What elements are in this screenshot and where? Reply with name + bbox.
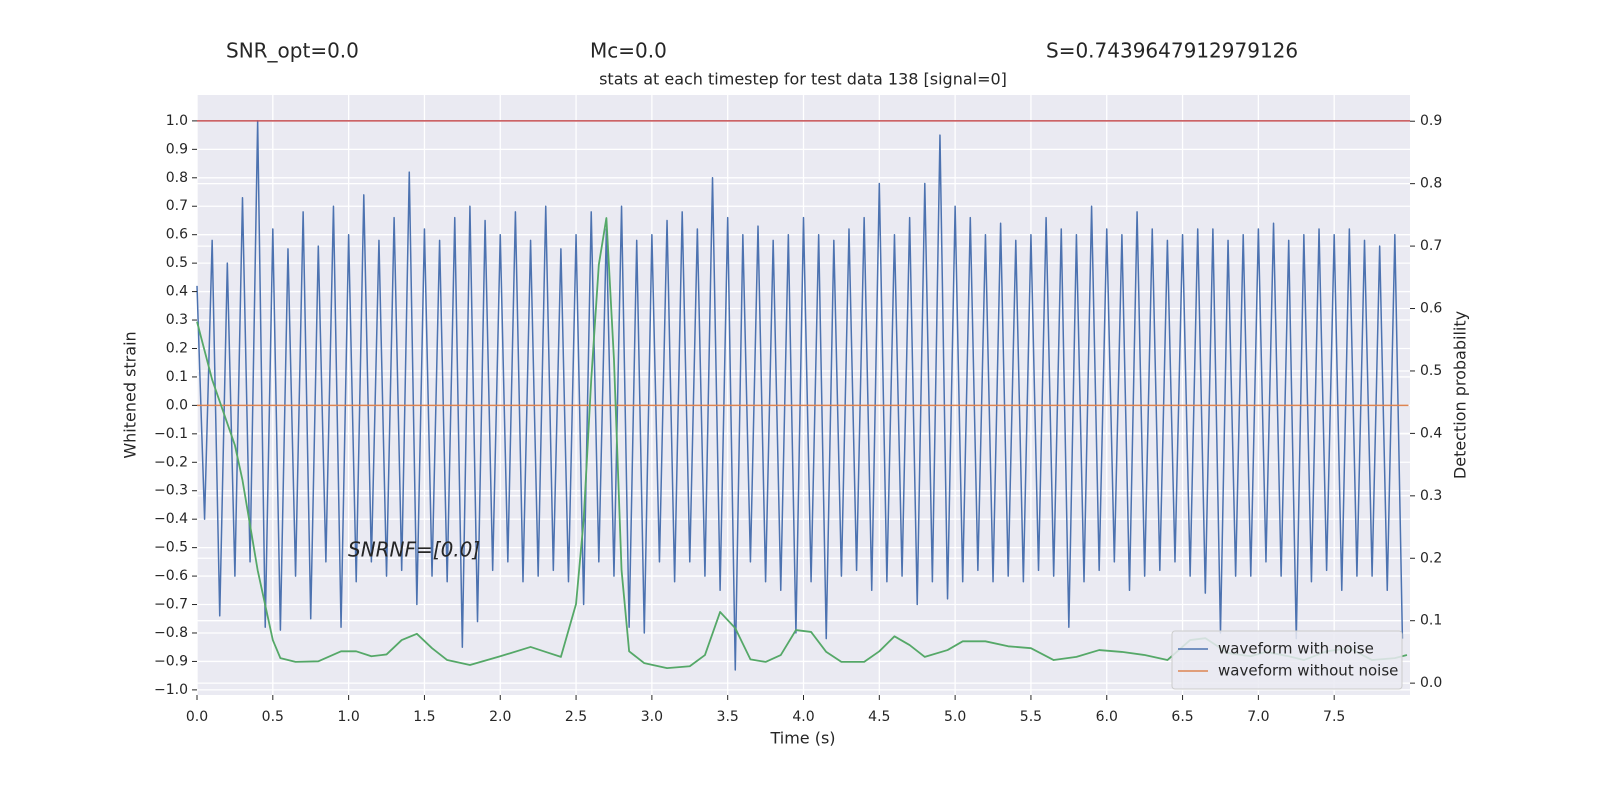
header-text: Mc=0.0 xyxy=(590,39,667,63)
y-tick-label: −0.8 xyxy=(154,625,188,641)
y2-axis-label: Detection probability xyxy=(1451,311,1470,479)
y-tick-label: 0.5 xyxy=(166,255,188,271)
x-tick-label: 6.5 xyxy=(1171,709,1193,725)
y-tick-label: −0.1 xyxy=(154,426,188,442)
x-tick-label: 5.0 xyxy=(944,709,966,725)
legend-label: waveform without noise xyxy=(1218,662,1398,680)
x-tick-label: 6.0 xyxy=(1096,709,1118,725)
y2-tick-label: 0.6 xyxy=(1420,301,1442,317)
y-tick-label: 0.3 xyxy=(166,312,188,328)
y2-tick-label: 0.9 xyxy=(1420,113,1442,129)
y-tick-label: −0.2 xyxy=(154,454,188,470)
x-tick-label: 1.0 xyxy=(337,709,359,725)
y-tick-label: −0.4 xyxy=(154,511,188,527)
x-tick-label: 4.5 xyxy=(868,709,890,725)
legend-label: waveform with noise xyxy=(1218,640,1374,658)
x-tick-label: 5.5 xyxy=(1020,709,1042,725)
y-tick-label: 0.0 xyxy=(166,397,188,413)
x-tick-label: 2.5 xyxy=(565,709,587,725)
y-tick-label: 0.7 xyxy=(166,198,188,214)
legend-box xyxy=(1171,630,1403,690)
y2-tick-label: 0.0 xyxy=(1420,675,1442,691)
header-text: SNR_opt=0.0 xyxy=(226,39,359,63)
x-tick-label: 0.5 xyxy=(262,709,284,725)
y2-tick-label: 0.7 xyxy=(1420,238,1442,254)
legend: waveform with noise waveform without nois… xyxy=(1171,630,1403,690)
y-tick-label: 0.1 xyxy=(166,369,188,385)
y2-tick-label: 0.5 xyxy=(1420,363,1442,379)
x-tick-label: 3.5 xyxy=(717,709,739,725)
y-tick-label: 0.2 xyxy=(166,340,188,356)
y-tick-label: −0.3 xyxy=(154,483,188,499)
y-tick-label: 0.9 xyxy=(166,141,188,157)
series-line xyxy=(196,120,1404,671)
y2-tick-label: 0.8 xyxy=(1420,176,1442,192)
y2-tick-label: 0.4 xyxy=(1420,425,1442,441)
chart-title: stats at each timestep for test data 138… xyxy=(599,70,1007,89)
x-tick-label: 3.0 xyxy=(641,709,663,725)
y2-tick-label: 0.1 xyxy=(1420,613,1442,629)
y-tick-label: 0.4 xyxy=(166,284,188,300)
x-tick-label: 0.0 xyxy=(186,709,208,725)
y-axis-label: Whitened strain xyxy=(121,331,140,458)
x-tick-label: 7.0 xyxy=(1247,709,1269,725)
x-tick-label: 2.0 xyxy=(489,709,511,725)
y-tick-label: 0.6 xyxy=(166,227,188,243)
grid xyxy=(196,95,1410,695)
x-tick-label: 1.5 xyxy=(413,709,435,725)
header-text: S=0.7439647912979126 xyxy=(1046,39,1298,63)
y-tick-label: −1.0 xyxy=(154,682,188,698)
x-tick-label: 4.0 xyxy=(792,709,814,725)
y2-tick-label: 0.3 xyxy=(1420,488,1442,504)
y-tick-label: −0.5 xyxy=(154,540,188,556)
y-tick-label: 0.8 xyxy=(166,170,188,186)
y2-tick-label: 0.2 xyxy=(1420,550,1442,566)
y-tick-label: 1.0 xyxy=(166,113,188,129)
y-tick-label: −0.7 xyxy=(154,597,188,613)
x-axis-label: Time (s) xyxy=(769,729,835,748)
y-tick-label: −0.9 xyxy=(154,653,188,669)
annotation: SNRNF=[0.0] xyxy=(348,538,480,562)
y-tick-label: −0.6 xyxy=(154,568,188,584)
x-tick-label: 7.5 xyxy=(1323,709,1345,725)
